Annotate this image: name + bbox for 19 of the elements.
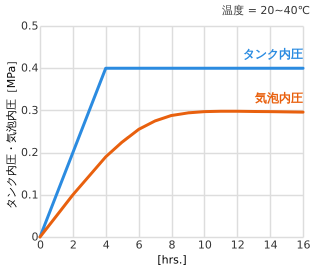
x-tick-label: 6 (136, 238, 143, 252)
x-tick-label: 10 (198, 238, 212, 252)
x-tick-label: 2 (70, 238, 77, 252)
y-axis-title: タンク内圧・気泡内圧［MPa］ (5, 54, 18, 210)
series-label: 気泡内圧 (254, 91, 303, 106)
x-tick-label: 16 (296, 238, 310, 252)
x-tick-label: 8 (168, 238, 176, 252)
x-tick-label: 12 (230, 238, 245, 252)
series-label: タンク内圧 (243, 47, 303, 62)
y-tick-label: 0.5 (21, 20, 38, 32)
x-tick-label: 14 (264, 238, 278, 252)
x-axis-title: [hrs.] (157, 254, 187, 266)
y-tick-label: 0 (32, 230, 38, 244)
y-tick-label: 0.3 (21, 104, 38, 117)
text: 温度 = 20~40℃ (222, 4, 310, 17)
y-tick-label: 0.1 (21, 188, 38, 202)
y-tick-label: 0.4 (21, 62, 38, 75)
y-tick-label: 0.2 (21, 146, 38, 160)
x-tick-label: 4 (102, 238, 110, 252)
